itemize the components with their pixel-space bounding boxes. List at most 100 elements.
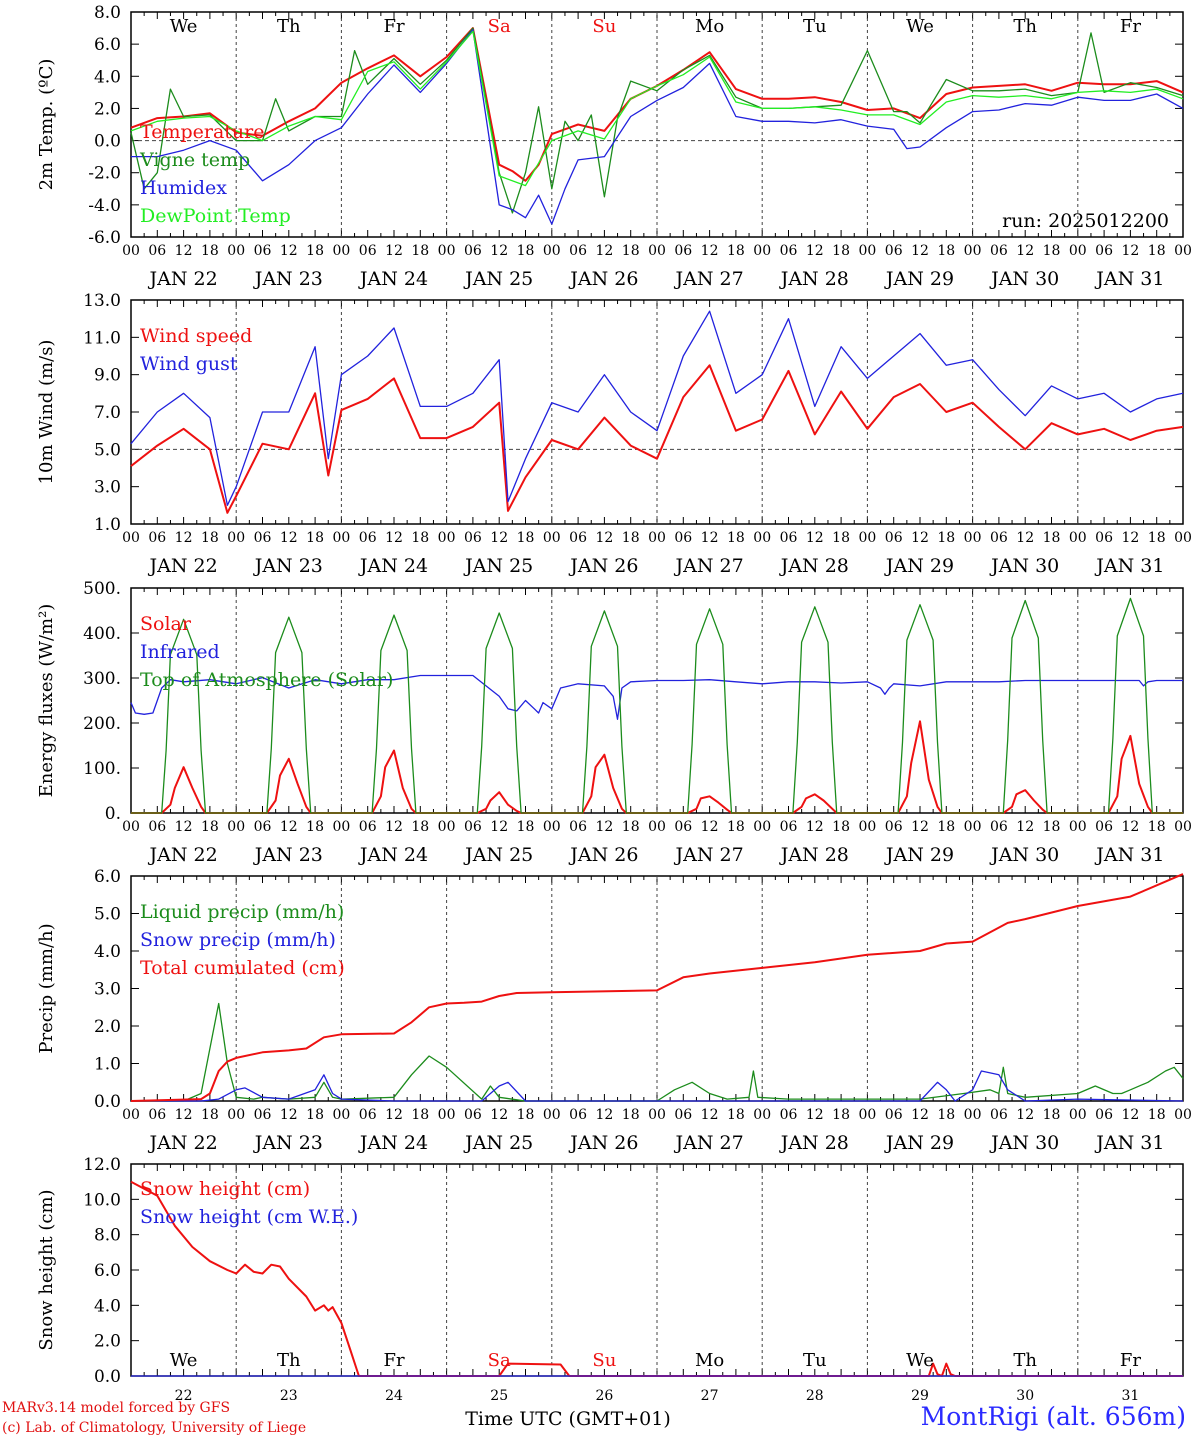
y-tick-label: 3.0 [94, 980, 121, 1000]
x-date-label: JAN 30 [989, 268, 1059, 290]
x-hour-label: 06 [1095, 819, 1113, 835]
x-date-label: JAN 31 [1094, 1132, 1164, 1154]
x-hour-label: 00 [1069, 1107, 1087, 1123]
x-hour-label: 06 [1095, 530, 1113, 546]
x-hour-label: 06 [464, 1107, 482, 1123]
x-date-label: JAN 22 [148, 1132, 218, 1154]
panel-1 [130, 11, 1184, 238]
x-hour-label: 18 [201, 1107, 219, 1123]
x-hour-label: 18 [1148, 530, 1166, 546]
y-tick-label: 13.0 [83, 291, 121, 311]
x-hour-label: 00 [648, 530, 666, 546]
x-hour-label: 12 [1121, 243, 1139, 259]
x-hour-label: 06 [885, 530, 903, 546]
x-hour-label: 00 [332, 530, 350, 546]
x-hour-label: 12 [1016, 819, 1034, 835]
x-hour-label: 18 [727, 243, 745, 259]
x-hour-label: 00 [858, 1107, 876, 1123]
x-hour-label: 18 [622, 530, 640, 546]
x-hour-label: 12 [280, 243, 298, 259]
x-date-label: JAN 26 [568, 844, 638, 866]
x-hour-label: 12 [1121, 819, 1139, 835]
day-name: We [170, 1350, 198, 1371]
x-hour-label: 00 [122, 819, 140, 835]
series-line [131, 1070, 1184, 1102]
y-tick-label: 8.0 [94, 1226, 121, 1246]
x-hour-label: 18 [411, 243, 429, 259]
x-hour-label: 18 [306, 1107, 324, 1123]
y-tick-label: 6.0 [94, 1261, 121, 1281]
day-name: Th [1013, 1350, 1037, 1371]
x-date-label: JAN 27 [674, 1132, 744, 1154]
x-hour-label: 06 [780, 530, 798, 546]
y-tick-label: 8.0 [94, 3, 121, 23]
y-axis-label: Energy fluxes (W/m²) [36, 604, 57, 798]
y-tick-label: 7.0 [94, 403, 121, 423]
series-line [130, 310, 1184, 506]
x-date-label: JAN 29 [884, 844, 954, 866]
x-date-label: JAN 24 [358, 844, 428, 866]
x-date-label: JAN 29 [884, 555, 954, 577]
day-name: Th [277, 16, 301, 37]
y-tick-label: 4.0 [94, 1296, 121, 1316]
x-hour-label: 18 [622, 1107, 640, 1123]
x-hour-label: 00 [122, 243, 140, 259]
day-number: 23 [280, 1388, 298, 1404]
x-hour-label: 00 [1174, 1107, 1192, 1123]
x-hour-label: 00 [753, 819, 771, 835]
x-hour-label: 00 [1174, 819, 1192, 835]
x-date-label: JAN 25 [463, 555, 533, 577]
y-axis-label: Precip (mm/h) [36, 923, 57, 1053]
y-tick-label: 12.0 [83, 1155, 121, 1175]
x-hour-label: 00 [227, 243, 245, 259]
x-hour-label: 12 [490, 819, 508, 835]
x-hour-label: 18 [517, 819, 535, 835]
x-hour-label: 18 [517, 1107, 535, 1123]
x-hour-label: 06 [359, 243, 377, 259]
x-date-label: JAN 30 [989, 844, 1059, 866]
x-hour-label: 06 [254, 1107, 272, 1123]
x-hour-label: 00 [438, 530, 456, 546]
day-number: 25 [490, 1388, 508, 1404]
day-number: 31 [1121, 1388, 1139, 1404]
day-number: 30 [1016, 1388, 1034, 1404]
x-hour-label: 00 [227, 1107, 245, 1123]
day-name: Fr [1120, 1350, 1141, 1371]
panel-5 [130, 1163, 1184, 1377]
x-hour-label: 06 [148, 819, 166, 835]
day-name: Th [277, 1350, 301, 1371]
y-tick-label: 4.0 [94, 942, 121, 962]
day-name: Tu [803, 16, 827, 37]
x-hour-label: 06 [148, 243, 166, 259]
day-number: 27 [701, 1388, 719, 1404]
x-hour-label: 06 [569, 819, 587, 835]
day-name: We [906, 1350, 934, 1371]
day-name: Mo [695, 1350, 724, 1371]
x-hour-label: 00 [753, 530, 771, 546]
x-hour-label: 18 [411, 530, 429, 546]
x-hour-label: 18 [937, 1107, 955, 1123]
series-line [130, 364, 1184, 514]
x-hour-label: 18 [201, 819, 219, 835]
x-hour-label: 06 [674, 243, 692, 259]
x-hour-label: 00 [332, 243, 350, 259]
legend-entry: Infrared [140, 641, 220, 663]
x-hour-label: 18 [937, 530, 955, 546]
x-hour-label: 12 [385, 243, 403, 259]
panel-2 [130, 299, 1184, 525]
x-hour-label: 00 [1174, 530, 1192, 546]
x-date-label: JAN 24 [358, 268, 428, 290]
x-date-label: JAN 24 [358, 1132, 428, 1154]
x-hour-label: 06 [148, 1107, 166, 1123]
x-hour-label: 00 [438, 1107, 456, 1123]
x-hour-label: 18 [727, 1107, 745, 1123]
y-tick-label: 0.0 [94, 1092, 121, 1112]
x-hour-label: 12 [1016, 243, 1034, 259]
day-name: Mo [695, 16, 724, 37]
x-hour-label: 00 [964, 243, 982, 259]
x-hour-label: 00 [858, 819, 876, 835]
x-hour-label: 00 [543, 530, 561, 546]
x-date-label: JAN 23 [253, 844, 323, 866]
x-hour-label: 06 [990, 243, 1008, 259]
x-date-label: JAN 22 [148, 555, 218, 577]
